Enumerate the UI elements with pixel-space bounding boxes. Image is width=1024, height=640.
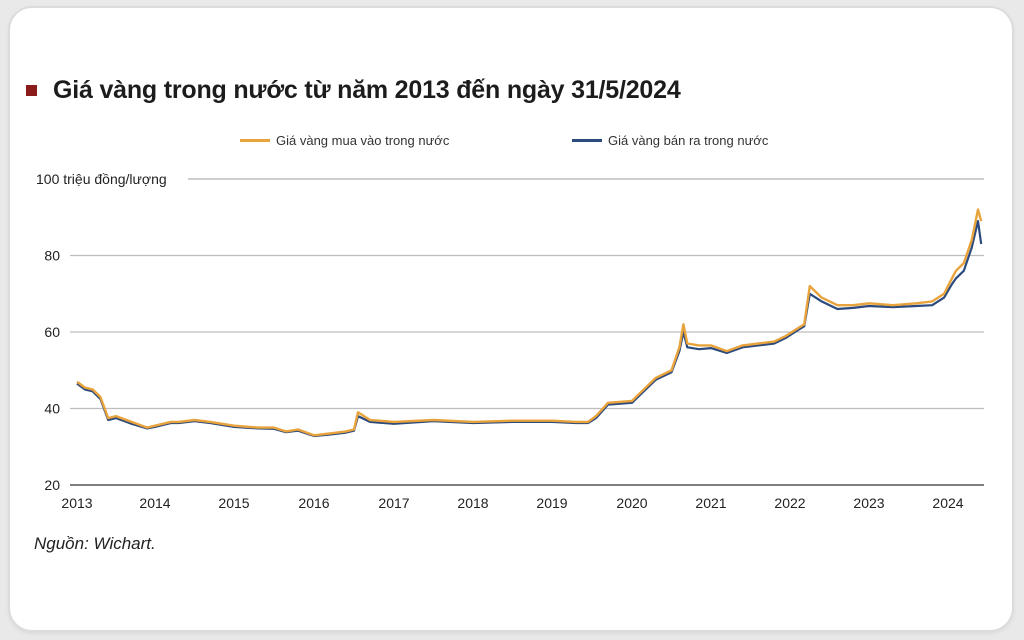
x-tick-label-2019: 2019 — [536, 495, 567, 511]
x-tick-label-2020: 2020 — [616, 495, 647, 511]
y-tick-label-40: 40 — [44, 401, 60, 417]
x-tick-label-2021: 2021 — [695, 495, 726, 511]
legend-label-sell: Giá vàng bán ra trong nước — [608, 133, 769, 148]
x-tick-label-2014: 2014 — [139, 495, 170, 511]
y-tick-label-80: 80 — [44, 248, 60, 264]
x-tick-label-2015: 2015 — [218, 495, 249, 511]
y-tick-label-20: 20 — [44, 477, 60, 493]
series-line-sell — [76, 220, 983, 438]
legend-item-buy: Giá vàng mua vào trong nước — [240, 133, 449, 148]
x-tick-label-2016: 2016 — [298, 495, 329, 511]
x-tick-label-2017: 2017 — [378, 495, 409, 511]
x-tick-label-2024: 2024 — [932, 495, 963, 511]
y-axis-unit-label: 100 triệu đồng/lượng — [36, 171, 167, 187]
title-row: Giá vàng trong nước từ năm 2013 đến ngày… — [26, 76, 681, 105]
y-tick-label-60: 60 — [44, 324, 60, 340]
series-line-buy — [76, 208, 983, 437]
title-marker — [26, 85, 37, 96]
x-tick-label-2018: 2018 — [457, 495, 488, 511]
legend-swatch-sell — [572, 139, 602, 142]
x-tick-label-2022: 2022 — [774, 495, 805, 511]
x-tick-label-2013: 2013 — [61, 495, 92, 511]
legend-swatch-buy — [240, 139, 270, 142]
chart-title: Giá vàng trong nước từ năm 2013 đến ngày… — [53, 76, 681, 104]
chart-card — [10, 8, 1012, 630]
source-note: Nguồn: Wichart. — [34, 534, 156, 553]
legend-label-buy: Giá vàng mua vào trong nước — [276, 133, 450, 148]
x-tick-label-2023: 2023 — [853, 495, 884, 511]
legend-item-sell: Giá vàng bán ra trong nước — [572, 133, 768, 148]
